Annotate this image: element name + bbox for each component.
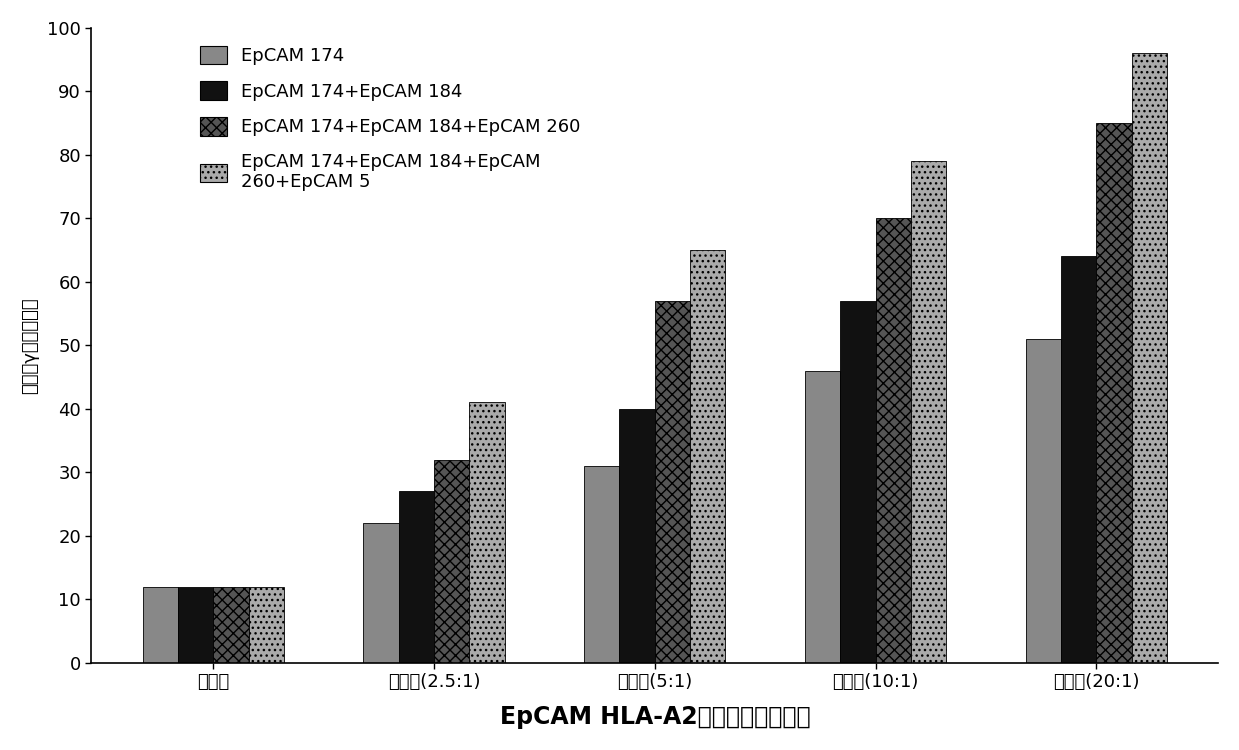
Bar <box>399 491 434 663</box>
Bar <box>1061 256 1097 663</box>
Bar <box>1097 123 1131 663</box>
Bar <box>1026 339 1061 663</box>
Bar <box>1131 53 1167 663</box>
Bar <box>249 586 284 663</box>
Bar <box>655 301 690 663</box>
Legend: EpCAM 174, EpCAM 174+EpCAM 184, EpCAM 174+EpCAM 184+EpCAM 260, EpCAM 174+EpCAM 1: EpCAM 174, EpCAM 174+EpCAM 184, EpCAM 17… <box>191 37 590 200</box>
Bar <box>620 409 655 663</box>
Y-axis label: 干扰素γ酶联班点数: 干扰素γ酶联班点数 <box>21 297 38 394</box>
Bar <box>434 460 470 663</box>
Bar <box>363 524 399 663</box>
Bar <box>213 586 249 663</box>
Bar <box>142 586 178 663</box>
Bar <box>876 218 911 663</box>
Bar <box>584 466 620 663</box>
Bar <box>911 161 947 663</box>
Bar <box>178 586 213 663</box>
X-axis label: EpCAM HLA-A2阳性抵原表位多肽: EpCAM HLA-A2阳性抵原表位多肽 <box>499 705 810 729</box>
Bar <box>805 370 840 663</box>
Bar <box>690 250 726 663</box>
Bar <box>470 403 504 663</box>
Bar <box>840 301 876 663</box>
